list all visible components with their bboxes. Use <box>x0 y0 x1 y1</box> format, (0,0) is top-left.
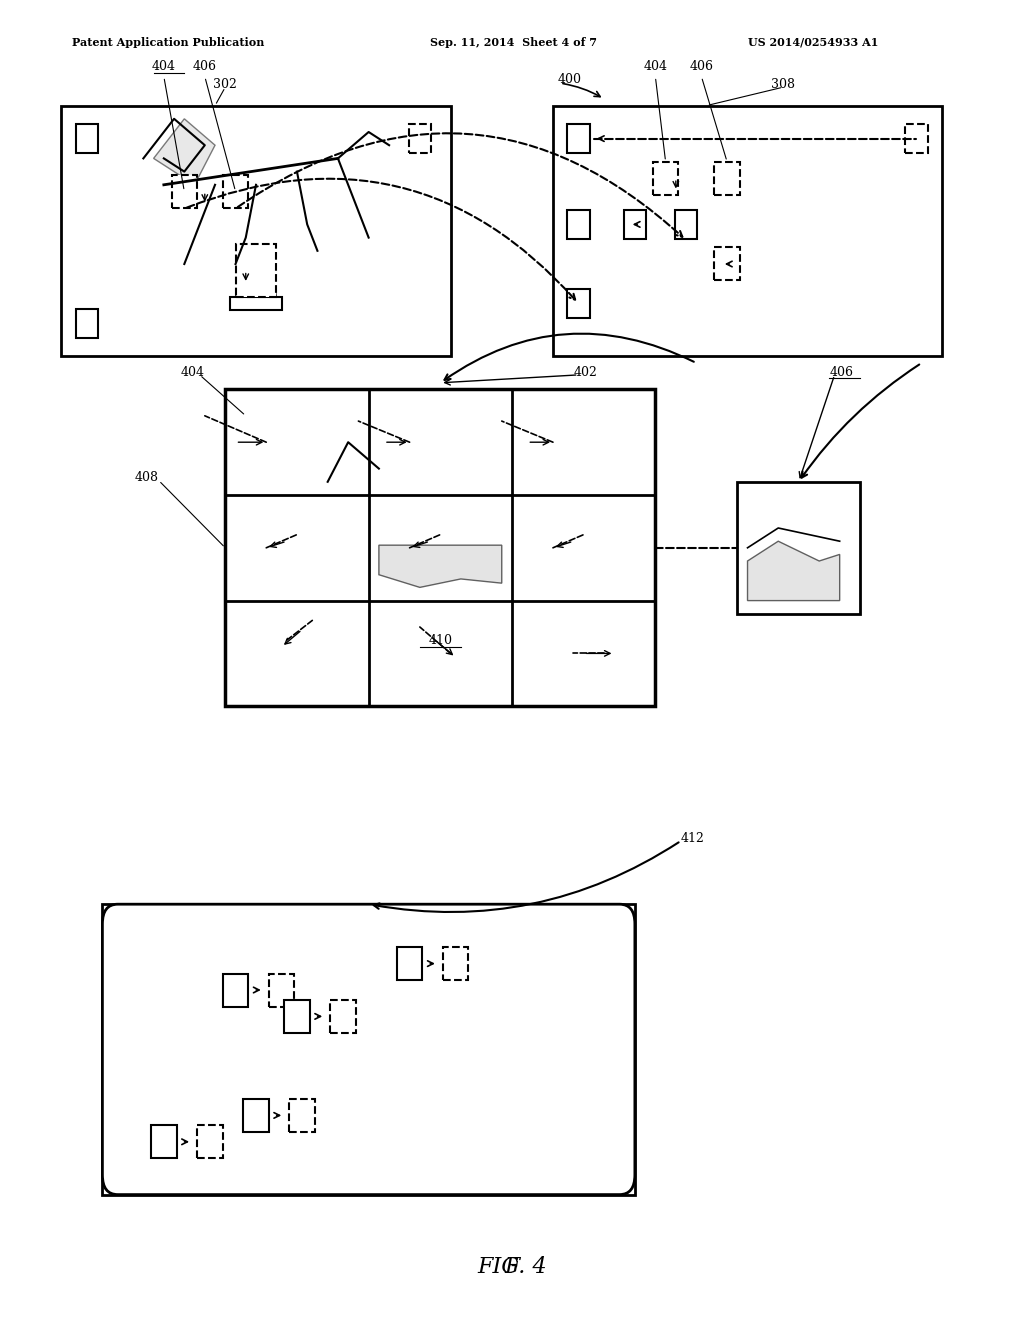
Bar <box>715 162 740 195</box>
Polygon shape <box>236 251 276 304</box>
Text: 404: 404 <box>181 366 205 379</box>
Bar <box>102 904 635 1195</box>
Bar <box>624 210 646 239</box>
Bar <box>197 1125 223 1159</box>
Bar <box>675 210 697 239</box>
Text: Sep. 11, 2014  Sheet 4 of 7: Sep. 11, 2014 Sheet 4 of 7 <box>430 37 597 48</box>
Text: 406: 406 <box>193 59 217 73</box>
Bar <box>171 174 197 207</box>
Text: 404: 404 <box>152 59 176 73</box>
Bar <box>567 124 590 153</box>
Bar <box>61 106 451 356</box>
Bar <box>442 946 469 979</box>
Bar <box>905 124 928 153</box>
Bar <box>567 289 590 318</box>
FancyBboxPatch shape <box>102 904 635 1195</box>
Bar <box>223 974 248 1006</box>
Bar <box>330 1001 356 1032</box>
Text: US 2014/0254933 A1: US 2014/0254933 A1 <box>748 37 878 48</box>
Bar <box>285 1001 310 1032</box>
Bar <box>76 309 98 338</box>
Bar <box>553 106 942 356</box>
Text: 404: 404 <box>643 59 668 73</box>
Bar <box>152 1125 176 1159</box>
Polygon shape <box>154 119 215 185</box>
Bar <box>567 210 590 239</box>
Bar <box>236 244 276 297</box>
Polygon shape <box>748 541 840 601</box>
Text: 402: 402 <box>573 366 597 379</box>
Text: 408: 408 <box>135 471 159 484</box>
Text: 412: 412 <box>681 832 705 845</box>
Text: 308: 308 <box>771 78 796 91</box>
Bar <box>737 482 860 614</box>
Text: FIG. 4: FIG. 4 <box>477 1257 547 1278</box>
Text: Patent Application Publication: Patent Application Publication <box>72 37 264 48</box>
Text: 410: 410 <box>428 634 453 647</box>
Bar <box>653 162 679 195</box>
Text: 406: 406 <box>689 59 714 73</box>
Bar <box>268 974 295 1006</box>
Bar <box>223 174 248 207</box>
Bar <box>76 124 98 153</box>
Bar <box>244 1098 268 1133</box>
Text: F: F <box>504 1257 520 1278</box>
Bar <box>230 297 282 310</box>
Bar <box>409 124 431 153</box>
Text: 400: 400 <box>558 73 582 86</box>
Bar <box>397 946 423 979</box>
Bar <box>225 389 655 706</box>
Bar <box>715 247 740 280</box>
Bar <box>289 1098 315 1133</box>
Polygon shape <box>379 545 502 587</box>
Text: 406: 406 <box>829 366 853 379</box>
Text: 302: 302 <box>213 78 238 91</box>
